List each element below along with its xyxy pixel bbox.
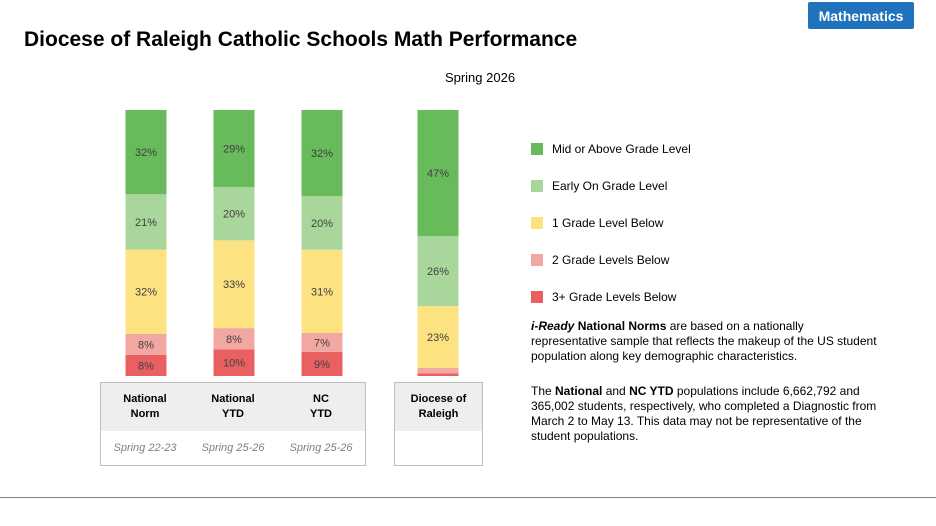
note-national-norms-text: are based on a nationally representative… [531,319,877,363]
legend-swatch [531,290,543,303]
data-label: 20% [311,218,333,230]
data-label: 21% [135,217,157,229]
legend-item: Early On Grade Level [531,167,691,204]
category-period-diocese [395,431,482,465]
bar-segment-2-grade-levels-below [213,328,255,350]
note-bold-nc-ytd: NC YTD [629,384,674,398]
subject-badge: Mathematics [808,2,914,29]
bar-segment-2-grade-levels-below [301,333,343,352]
bar-segment-mid-or-above-grade-level [301,110,343,196]
data-label: 26% [427,266,449,278]
bar-segment-1-grade-level-below [417,306,459,368]
data-label: 7% [314,337,330,349]
legend-label: 3+ Grade Levels Below [552,289,677,304]
bar-segment-2-grade-levels-below [417,367,459,374]
bar-segment-1-grade-level-below [213,240,255,329]
footer-divider [0,497,936,498]
note-bold-national: National [555,384,603,398]
legend-item: 2 Grade Levels Below [531,241,691,278]
legend-swatch [531,216,543,229]
bar-segment-mid-or-above-grade-level [125,110,167,195]
category-label-national-ytd: National YTD [211,393,255,420]
data-label: 23% [427,332,449,344]
data-label: 33% [223,279,245,291]
page-title: Diocese of Raleigh Catholic Schools Math… [24,28,578,51]
data-label: 20% [223,209,245,221]
bar-segment-2-grade-levels-below [125,333,167,355]
legend-item: 3+ Grade Levels Below [531,278,691,315]
legend-swatch [531,179,543,192]
data-label: 32% [135,147,157,159]
note-text: and [602,384,630,398]
bar-segment-mid-or-above-grade-level [417,110,459,237]
legend-label: Mid or Above Grade Level [552,141,691,156]
legend-item: Mid or Above Grade Level [531,130,691,167]
bar-segment-early-on-grade-level [125,194,167,250]
note-national-norms: i-Ready National Norms are based on a na… [531,319,881,364]
bar-segment-early-on-grade-level [417,236,459,307]
category-table-diocese: Diocese of Raleigh [394,382,483,466]
data-label: 31% [311,286,333,298]
bar-segment-early-on-grade-level [301,195,343,250]
note-populations: The National and NC YTD populations incl… [531,384,881,444]
data-label: 32% [311,148,333,160]
legend-item: 1 Grade Level Below [531,204,691,241]
data-label: 8% [138,339,154,351]
data-label: 8% [226,334,242,346]
chart-legend: Mid or Above Grade Level Early On Grade … [531,130,691,315]
category-period-nc-ytd: Spring 25-26 [289,441,353,454]
category-period-national-norm: Spring 22-23 [113,441,177,454]
bar-segment-early-on-grade-level [213,187,255,241]
note-national-norms-bold: National Norms [574,319,667,333]
bar-segment-3-grade-levels-below [125,354,167,376]
data-label: 8% [138,360,154,372]
legend-label: 1 Grade Level Below [552,215,664,230]
category-period-national-ytd: Spring 25-26 [201,441,265,454]
category-table-main: National Norm National YTD NC YTD Spring… [100,382,366,466]
note-text: populations include 6,662,792 and 365,00… [531,384,877,443]
bar-segment-1-grade-level-below [301,249,343,334]
bar-segment-3-grade-levels-below [417,373,459,376]
legend-swatch [531,253,543,266]
data-label: 10% [223,358,245,370]
data-label: 9% [314,359,330,371]
bar-segment-3-grade-levels-below [213,349,255,376]
data-label: 29% [223,144,245,156]
chart-title: Spring 2026 [444,70,516,85]
data-label: 47% [427,168,449,180]
note-text: The [531,384,556,398]
legend-label: Early On Grade Level [552,178,668,193]
note-iready: i-Ready [531,319,575,333]
data-label: 32% [135,287,157,299]
category-label-nc-ytd: NC YTD [310,393,332,420]
bar-segment-mid-or-above-grade-level [213,110,255,188]
category-label-national-norm: National Norm [123,393,167,420]
category-label-diocese: Diocese of Raleigh [410,393,467,420]
bar-segment-3-grade-levels-below [301,351,343,376]
legend-swatch [531,142,543,155]
legend-label: 2 Grade Levels Below [552,252,670,267]
bar-segment-1-grade-level-below [125,249,167,334]
